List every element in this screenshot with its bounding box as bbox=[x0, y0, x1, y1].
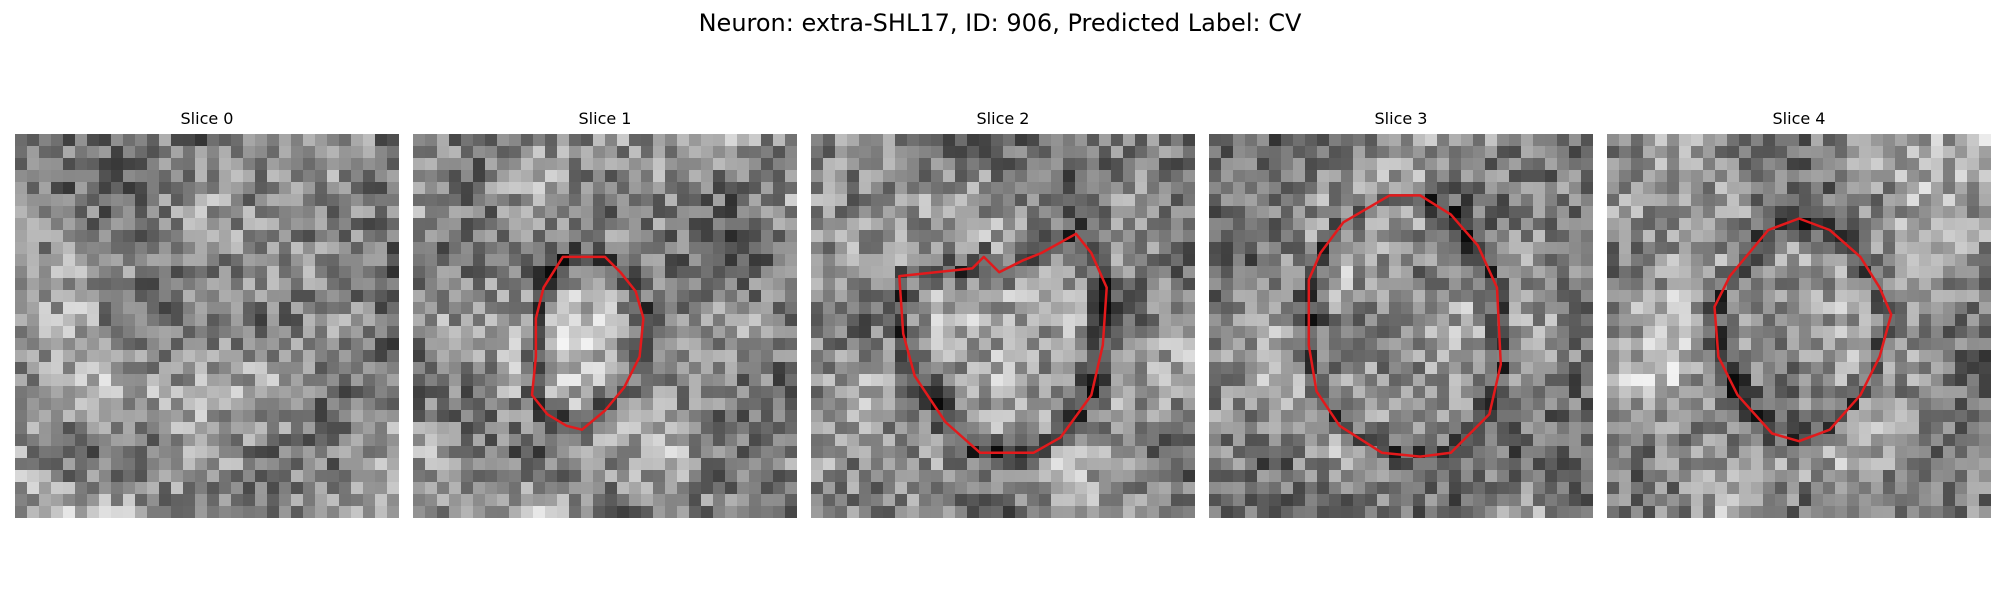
slice-panel-4: Slice 4 bbox=[1607, 108, 1991, 518]
pixel-grid bbox=[1607, 134, 1991, 518]
slice-panel-2: Slice 2 bbox=[811, 108, 1195, 518]
slice-panel-3: Slice 3 bbox=[1209, 108, 1593, 518]
slice-title-0: Slice 0 bbox=[180, 109, 234, 128]
slice-image-1 bbox=[413, 134, 797, 518]
slice-title-1: Slice 1 bbox=[578, 109, 632, 128]
segmentation-contour bbox=[530, 255, 645, 431]
slice-panel-0: Slice 0 bbox=[15, 108, 399, 518]
slice-title-2: Slice 2 bbox=[976, 109, 1030, 128]
slice-title-4: Slice 4 bbox=[1772, 109, 1826, 128]
pixel-grid bbox=[413, 134, 797, 518]
pixel-grid bbox=[811, 134, 1195, 518]
segmentation-contour bbox=[1307, 194, 1503, 458]
slice-image-3 bbox=[1209, 134, 1593, 518]
segmentation-contour bbox=[898, 232, 1108, 454]
slice-image-0 bbox=[15, 134, 399, 518]
figure-title: Neuron: extra-SHL17, ID: 906, Predicted … bbox=[698, 9, 1302, 37]
segmentation-contour bbox=[1713, 217, 1893, 443]
slice-image-4 bbox=[1607, 134, 1991, 518]
slice-title-3: Slice 3 bbox=[1374, 109, 1428, 128]
pixel-grid bbox=[1209, 134, 1593, 518]
slice-panel-1: Slice 1 bbox=[413, 108, 797, 518]
pixel-grid bbox=[15, 134, 399, 518]
slice-image-2 bbox=[811, 134, 1195, 518]
